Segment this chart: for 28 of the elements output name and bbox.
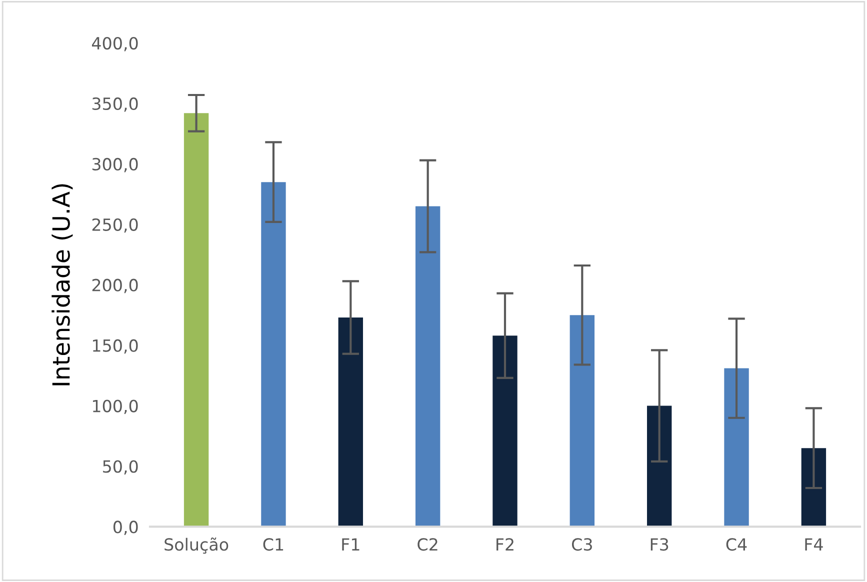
y-tick-label: 50,0 [103,460,138,475]
bar [184,113,209,527]
bar [801,448,826,527]
x-tick-label: F3 [650,538,668,551]
y-tick-label: 350,0 [92,97,138,112]
bar [724,368,749,527]
x-tick-label: C2 [418,538,438,551]
bar [492,336,518,527]
x-tick-label: C3 [572,538,592,551]
x-tick-label: F2 [496,538,514,550]
x-tick-label: C4 [726,538,747,551]
y-tick-label: 400,0 [92,36,138,52]
bar [570,315,595,527]
y-tick-label: 150,0 [93,339,138,354]
bar [415,206,440,527]
x-tick-label: F4 [805,538,823,550]
y-tick-label: 100,0 [93,400,138,414]
bar [338,318,363,527]
y-tick-label: 300,0 [92,158,138,172]
bar [647,406,672,527]
bar [261,182,286,527]
y-tick-label: 0,0 [113,520,138,535]
x-tick-label: C1 [263,538,284,551]
x-tick-label: Solução [164,538,228,554]
y-tick-label: 250,0 [92,218,138,233]
y-tick-label: 200,0 [92,278,138,294]
y-axis-title: Intensidade (U.A) [52,184,73,386]
x-tick-label: F1 [342,538,360,550]
